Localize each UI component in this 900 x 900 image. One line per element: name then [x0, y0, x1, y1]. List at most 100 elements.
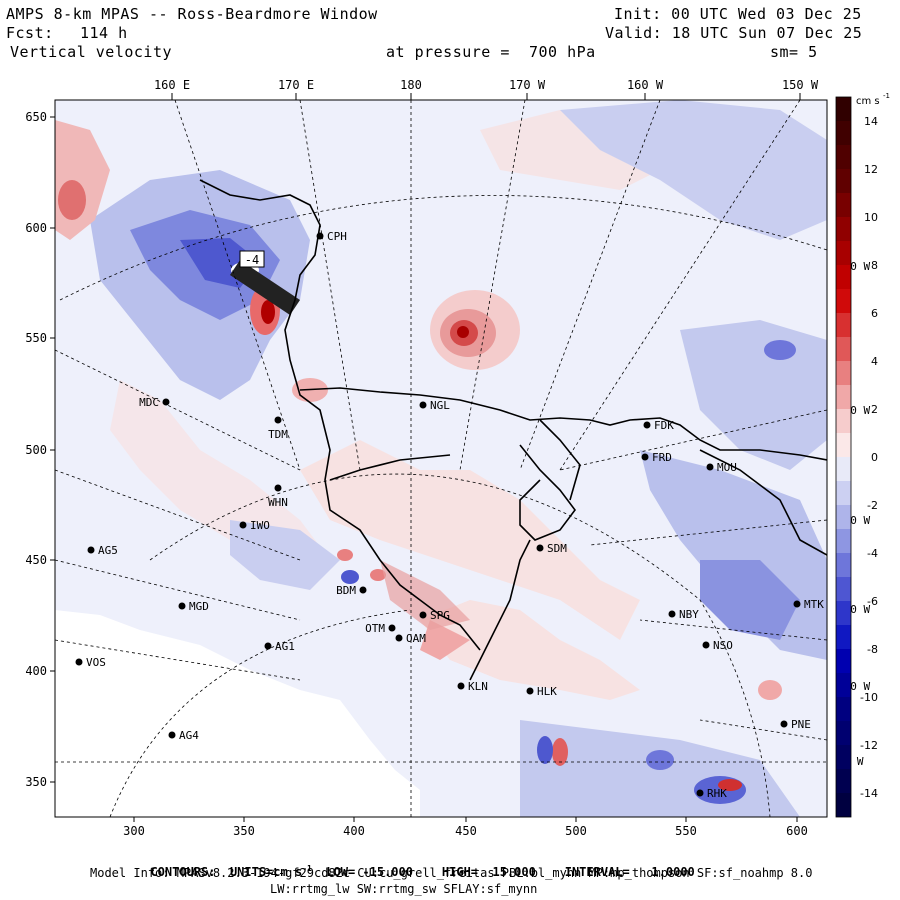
- colorbar-segment: [836, 361, 851, 385]
- stations-layer: CPH MDC NGL TDM FDK FRD MOU WHN IWO AG5 SDM BDM MGD S…: [75, 230, 824, 800]
- top-longitude-label: 180: [400, 78, 422, 92]
- station-label: TDM: [268, 428, 288, 441]
- colorbar-segment: [836, 625, 851, 649]
- station-label: CPH: [327, 230, 347, 243]
- colorbar-segment: [836, 169, 851, 193]
- colorbar-segment: [836, 673, 851, 697]
- colorbar-tick-label: -12: [860, 739, 878, 752]
- colorbar-units-sup: -1: [883, 92, 890, 100]
- station-label: MGD: [189, 600, 209, 613]
- top-longitude-label: 170 E: [278, 78, 314, 92]
- station-label: NSO: [713, 639, 733, 652]
- colorbar-segment: [836, 217, 851, 241]
- station-marker: [75, 658, 83, 666]
- station-marker: [702, 641, 710, 649]
- x-axis-tick-label: 300: [123, 824, 145, 838]
- map-frame: [54, 99, 828, 818]
- y-axis-tick-label: 450: [25, 553, 47, 567]
- colorbar-segment: [836, 553, 851, 577]
- forecast-hours: 114 h: [80, 24, 128, 42]
- contours-label: CONTOURS:: [150, 865, 216, 879]
- colorbar-tick-label: -10: [860, 691, 878, 704]
- colorbar-segment: [836, 529, 851, 553]
- station-label: SPG: [430, 609, 450, 622]
- station-marker: [274, 416, 282, 424]
- colorbar-tick-label: 0: [871, 451, 878, 464]
- y-axis-tick-label: 600: [25, 221, 47, 235]
- smoothing: sm= 5: [770, 43, 818, 61]
- x-axis-tick-label: 600: [786, 824, 808, 838]
- station-label: WHN: [268, 496, 288, 509]
- station-marker: [536, 544, 544, 552]
- station-label: KLN: [468, 680, 488, 693]
- physics-info: LW:rrtmg_lw SW:rrtmg_sw SFLAY:sf_mynn: [270, 882, 538, 896]
- colorbar-segment: [836, 649, 851, 673]
- station-label: NBY: [679, 608, 699, 621]
- colorbar-tick-label: 8: [871, 259, 878, 272]
- station-label: MOU: [717, 461, 737, 474]
- colorbar-segment: [836, 145, 851, 169]
- colorbar-tick-label: -14: [860, 787, 878, 800]
- station-label: IWO: [250, 519, 270, 532]
- colorbar-segment: [836, 601, 851, 625]
- colorbar-tick-label: 4: [871, 355, 878, 368]
- y-axis-tick-label: 650: [25, 110, 47, 124]
- station-marker: [780, 720, 788, 728]
- station-label: BDM: [336, 584, 356, 597]
- colorbar-tick-label: -8: [867, 643, 878, 656]
- colorbar-tick-label: -2: [867, 499, 878, 512]
- min-label: -4: [245, 253, 259, 267]
- colorbar-segment: [836, 409, 851, 433]
- station-label: AG1: [275, 640, 295, 653]
- station-label: RHK: [707, 787, 727, 800]
- station-label: AG5: [98, 544, 118, 557]
- colorbar-segment: [836, 97, 851, 121]
- top-longitude-label: 160 W: [627, 78, 664, 92]
- colorbar-tick-label: 10: [864, 211, 878, 224]
- colorbar-segment: [836, 745, 851, 769]
- top-longitude-label: 170 W: [509, 78, 546, 92]
- colorbar-tick-label: -4: [867, 547, 878, 560]
- field-name: Vertical velocity: [10, 43, 173, 61]
- station-marker: [388, 624, 396, 632]
- colorbar-segment: [836, 697, 851, 721]
- colorbar-tick-label: 14: [864, 115, 878, 128]
- station-label: OAM: [406, 632, 426, 645]
- top-longitude-label: 150 W: [782, 78, 819, 92]
- plot-title: AMPS 8-km MPAS -- Ross-Beardmore Window: [6, 5, 378, 23]
- pressure-level: at pressure = 700 hPa: [386, 43, 596, 61]
- colorbar-segment: [836, 721, 851, 745]
- station-marker: [641, 453, 649, 461]
- colorbar-segment: [836, 121, 851, 145]
- station-marker: [706, 463, 714, 471]
- colorbar-segment: [836, 433, 851, 457]
- colorbar: cm s -1 14 12 10 8 6 4 2 0 -2 -4 -6 -8 -10 -12 -14: [835, 92, 890, 818]
- colorbar-segment: [836, 793, 851, 817]
- colorbar-segment: [836, 193, 851, 217]
- graticule: [55, 100, 827, 817]
- station-label: MTK: [804, 598, 824, 611]
- colorbar-units: cm s: [856, 96, 880, 107]
- colorbar-segment: [836, 313, 851, 337]
- station-marker: [395, 634, 403, 642]
- colorbar-segment: [836, 481, 851, 505]
- station-label: HLK: [537, 685, 557, 698]
- colorbar-segment: [836, 265, 851, 289]
- colorbar-segment: [836, 505, 851, 529]
- colorbar-segment: [836, 241, 851, 265]
- station-label: VOS: [86, 656, 106, 669]
- colorbar-segment: [836, 289, 851, 313]
- station-marker: [419, 401, 427, 409]
- station-marker: [316, 232, 324, 240]
- y-axis-tick-label: 350: [25, 775, 47, 789]
- units-sup: -1: [302, 864, 312, 873]
- station-marker: [87, 546, 95, 554]
- station-marker: [274, 484, 282, 492]
- shaded-field: [55, 100, 827, 817]
- colorbar-segment: [836, 769, 851, 793]
- station-marker: [668, 610, 676, 618]
- station-label: AG4: [179, 729, 199, 742]
- top-longitude-label: 160 E: [154, 78, 190, 92]
- x-axis-tick-label: 500: [565, 824, 587, 838]
